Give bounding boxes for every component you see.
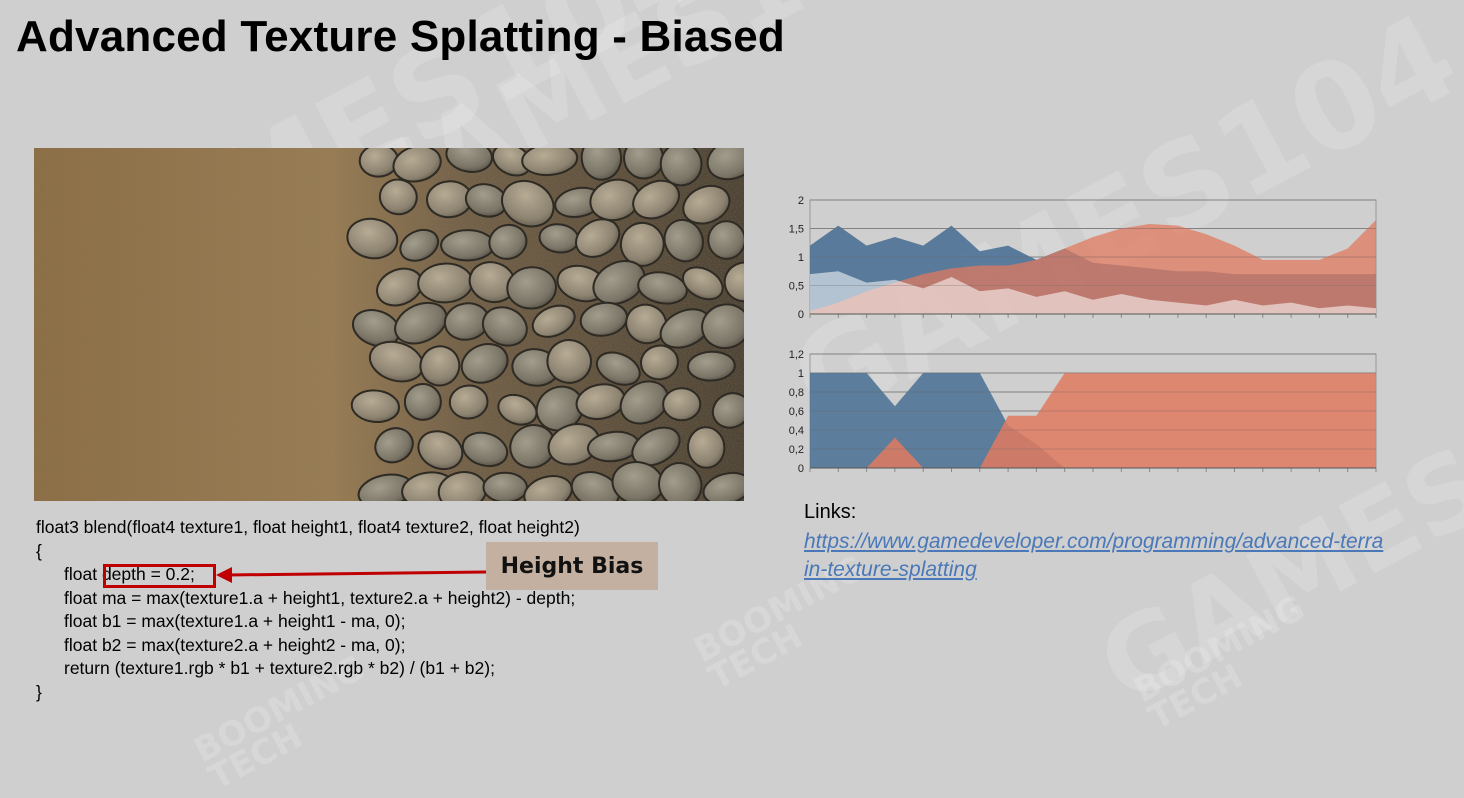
stone-shape (521, 148, 579, 177)
stone-shape (461, 431, 509, 468)
arrow-left-icon (216, 567, 487, 583)
stone-shape (497, 393, 538, 426)
stone-shape (659, 148, 703, 187)
code-line: float depth = 0.2; (64, 564, 195, 584)
stone-shape (663, 218, 704, 263)
code-block: float3 blend(float4 texture1, float heig… (36, 516, 580, 704)
code-line: float b2 = max(texture2.a + height2 - ma… (64, 634, 406, 655)
stone-shape (637, 271, 688, 305)
slide-title: Advanced Texture Splatting - Biased (16, 12, 786, 61)
code-line: return (texture1.rgb * b1 + texture2.rgb… (64, 658, 495, 678)
stone-shape (482, 471, 529, 501)
y-tick-label: 2 (798, 195, 804, 207)
code-line: float ma = max(texture1.a + height1, tex… (64, 587, 576, 608)
stone-shape (580, 148, 623, 181)
series-area (810, 271, 1376, 314)
stone-shape (687, 426, 726, 469)
code-line: float3 blend(float4 texture1, float heig… (36, 517, 580, 537)
y-tick-label: 0,8 (789, 387, 804, 399)
stone-shape (706, 148, 744, 181)
stone-shape (640, 344, 679, 381)
stone-shape (350, 389, 401, 424)
stone-shape (501, 179, 555, 228)
stone-shape (687, 350, 736, 382)
stone-shape (658, 462, 703, 501)
y-tick-label: 0 (798, 309, 804, 321)
code-line: float b1 = max(texture1.a + height1 - ma… (64, 611, 406, 631)
y-tick-label: 1,2 (789, 349, 804, 361)
stone-shape (488, 223, 528, 260)
stone-shape (570, 471, 620, 501)
stone-shape (445, 148, 493, 173)
stone-shape (711, 392, 744, 429)
y-tick-label: 1,5 (789, 224, 804, 236)
stone-shape (417, 430, 464, 471)
stone-shape (440, 229, 495, 262)
stone-shape (723, 261, 744, 303)
stone-shape (681, 266, 724, 301)
stone-shape (403, 383, 442, 421)
stone-shape (662, 387, 702, 422)
stone-shape (631, 426, 681, 467)
stone-shape (702, 471, 744, 501)
stone-shape (506, 266, 557, 310)
stone-shape (419, 345, 461, 387)
y-tick-label: 1 (798, 368, 804, 380)
article-link[interactable]: https://www.gamedeveloper.com/programmin… (804, 530, 1384, 581)
stone-shape (346, 217, 399, 260)
stone-shape (392, 148, 442, 183)
stone-shape (595, 351, 641, 386)
stone-shape (619, 380, 670, 425)
stone-shape (632, 179, 680, 220)
y-tick-label: 0,2 (789, 444, 804, 456)
y-tick-label: 0 (798, 463, 804, 475)
links-heading: Links: (804, 501, 857, 523)
blend-weights-chart: 0 0,2 0,4 0,6 0,8 1 1,2 (789, 349, 1377, 475)
y-tick-label: 0,6 (789, 406, 804, 418)
stone-shape (701, 303, 744, 350)
depth-highlight-box (103, 564, 216, 588)
watermark-booming: BOOMING TECH (1127, 587, 1312, 738)
y-tick-label: 0,5 (789, 281, 804, 293)
stone-shape (378, 178, 418, 216)
y-tick-label: 1 (798, 252, 804, 264)
stone-shape (399, 228, 440, 262)
series-area (810, 373, 1376, 468)
stone-shape (481, 306, 528, 347)
height-bias-label: Height Bias (486, 542, 658, 590)
stone-shape (394, 301, 448, 345)
stone-shape (592, 260, 646, 305)
stone-shape (707, 220, 744, 260)
stone-shape (460, 342, 509, 384)
stone-shape (575, 218, 621, 258)
code-line: } (36, 681, 42, 702)
y-tick-label: 0,4 (789, 425, 804, 437)
stone-shape (546, 339, 592, 384)
stone-shape (531, 304, 576, 338)
code-line: { (36, 540, 42, 561)
height-curves-chart: 0 0,5 1 1,5 2 (789, 195, 1377, 321)
stone-shape (448, 384, 489, 420)
series-area (810, 373, 1376, 468)
stone-shape (374, 427, 414, 464)
stone-shape (682, 184, 731, 225)
texture-blend-image (34, 148, 744, 501)
